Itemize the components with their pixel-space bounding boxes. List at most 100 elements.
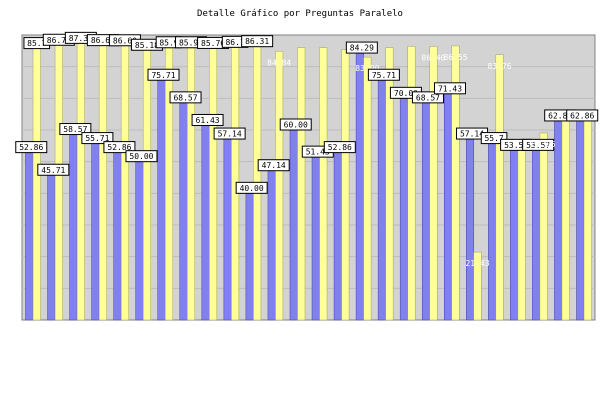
data-label-paralelo: 70.00 — [394, 89, 418, 98]
x-tick-label: 12 — [271, 324, 281, 333]
data-label-general: 86.60 — [113, 36, 137, 45]
x-tick-label: 19 — [425, 324, 435, 333]
data-label-paralelo: 61.43 — [196, 116, 220, 125]
data-label-paralelo: 53.57 — [504, 141, 528, 150]
bar-paralelo-26 — [576, 120, 585, 321]
y-tick-label: 20 — [8, 253, 18, 262]
bar-general-26 — [583, 117, 592, 321]
bar-paralelo-6 — [135, 161, 144, 321]
x-tick-label: 24 — [535, 324, 545, 333]
x-tick-label: 9 — [207, 324, 212, 333]
data-label-box — [257, 159, 290, 172]
plot-area — [21, 34, 596, 321]
data-label-box — [279, 118, 312, 131]
data-label-general: 83.76 — [488, 62, 512, 71]
data-label-box — [169, 91, 202, 104]
data-label-paralelo: 71.43 — [438, 84, 462, 93]
bar-paralelo-7 — [157, 80, 166, 321]
data-labels: 52.86 85.7 45.71 86.76 58.57 87.36 55.71 86.64 5… — [15, 31, 599, 268]
bar-paralelo-17 — [377, 80, 386, 321]
data-label-paralelo: 68.57 — [173, 93, 197, 102]
data-label-paralelo: 45.71 — [41, 166, 65, 175]
data-label-box — [345, 41, 378, 54]
bar-general-12 — [275, 51, 284, 321]
data-label-box — [241, 35, 274, 48]
data-label-paralelo: 51.43 — [306, 148, 330, 157]
data-label-box — [522, 138, 555, 151]
data-label-general: 59.05 — [532, 140, 556, 149]
data-label-box — [411, 91, 444, 104]
x-tick-label: 4 — [97, 324, 102, 333]
data-label-paralelo: 47.14 — [262, 161, 286, 170]
bar-general-24 — [539, 132, 548, 321]
x-tick-label: 23 — [513, 324, 523, 333]
bar-general-21 — [473, 251, 482, 321]
bar-general-23 — [517, 150, 526, 321]
data-label-general: 84.84 — [267, 58, 291, 67]
data-label-box — [480, 132, 508, 145]
bar-paralelo-1 — [25, 152, 34, 321]
data-label-general: 85.76 — [201, 39, 225, 48]
x-tick-label: 17 — [381, 324, 391, 333]
bar-paralelo-23 — [510, 150, 519, 321]
bar-paralelo-2 — [47, 175, 56, 321]
chart-title: Detalle Gráfico por Preguntas Paralelo — [197, 9, 403, 19]
bar-paralelo-15 — [333, 152, 342, 321]
data-label-general: 85.97 — [179, 38, 203, 47]
data-label-paralelo: 55.71 — [85, 134, 109, 143]
x-tick-label: 20 — [447, 324, 457, 333]
data-label-box — [147, 68, 180, 81]
data-label-paralelo: 62.86 — [548, 111, 572, 120]
data-label-general: 21.43 — [465, 259, 489, 268]
data-label-box — [103, 141, 136, 154]
x-tick-label: 21 — [469, 324, 479, 333]
bar-paralelo-19 — [421, 102, 430, 321]
y-tick-label: 10 — [8, 284, 18, 293]
bar-general-13 — [297, 47, 306, 321]
data-label-box — [566, 109, 599, 122]
bars — [25, 43, 592, 321]
x-tick-label: 1 — [31, 324, 36, 333]
bar-paralelo-12 — [267, 170, 276, 321]
bar-general-2 — [54, 45, 63, 321]
x-axis-ticks: 1 2 3 4 5 6 7 8 9 10 11 12 13 14 15 16 17 18 19 20 21 22 23 24 2… — [31, 324, 589, 333]
bar-paralelo-25 — [554, 120, 563, 321]
x-tick-label: 18 — [403, 324, 413, 333]
bar-paralelo-14 — [311, 156, 320, 321]
data-label-paralelo: 55.7 — [484, 134, 503, 143]
bar-paralelo-18 — [399, 98, 408, 321]
x-tick-label: 6 — [141, 324, 146, 333]
data-label-box — [213, 127, 246, 140]
data-label-general: 87.36 — [69, 34, 93, 43]
bar-general-25 — [561, 120, 570, 321]
bar-paralelo-24 — [532, 150, 541, 321]
x-tick-label: 25 — [557, 324, 567, 333]
data-label-general: 86.64 — [91, 36, 115, 45]
data-label-general: 86.40 — [421, 53, 445, 62]
data-label-paralelo: 62.86 — [570, 111, 594, 120]
bar-general-7 — [165, 47, 173, 321]
x-tick-label: 10 — [227, 324, 237, 333]
data-label-paralelo: 75.71 — [372, 71, 396, 80]
y-tick-label: 40 — [8, 189, 18, 198]
x-tick-label: 16 — [359, 324, 369, 333]
data-label-general: 85.18 — [135, 41, 159, 50]
bar-general-4 — [98, 45, 107, 321]
bar-paralelo-22 — [488, 143, 497, 321]
y-tick-label: 70 — [8, 94, 18, 103]
data-label-paralelo: 40.00 — [240, 184, 264, 193]
bar-paralelo-4 — [91, 143, 100, 321]
data-label-paralelo: 84.29 — [350, 44, 374, 53]
bar-general-17 — [385, 47, 394, 321]
data-label-box — [15, 141, 48, 154]
data-label-paralelo: 60.00 — [284, 121, 308, 130]
data-label-general: 85.9 — [159, 38, 178, 47]
bar-paralelo-3 — [69, 134, 78, 321]
data-label-box — [37, 163, 70, 176]
bar-paralelo-10 — [223, 138, 232, 321]
data-label-box — [235, 181, 268, 194]
x-tick-label: 3 — [75, 324, 80, 333]
x-tick-label: 2 — [53, 324, 58, 333]
bar-paralelo-16 — [355, 52, 364, 321]
